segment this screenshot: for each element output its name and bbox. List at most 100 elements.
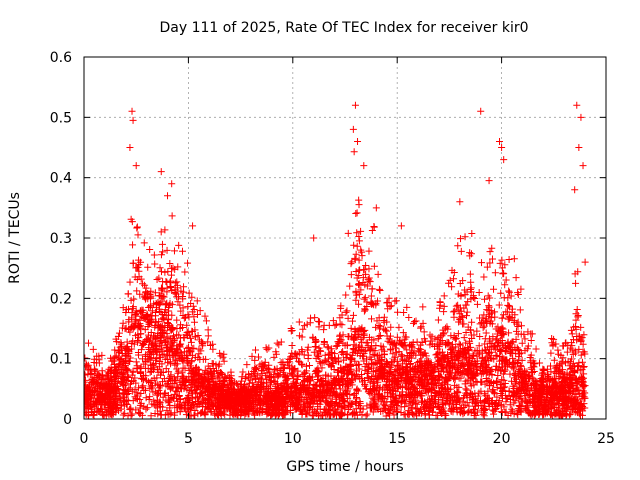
data-point bbox=[354, 280, 362, 288]
data-point bbox=[163, 278, 171, 286]
data-point bbox=[98, 351, 106, 359]
data-point bbox=[304, 351, 312, 359]
data-point bbox=[315, 347, 323, 355]
data-point bbox=[142, 405, 150, 413]
data-point bbox=[467, 278, 475, 286]
data-point bbox=[463, 308, 471, 316]
data-point bbox=[368, 227, 376, 235]
data-point bbox=[128, 218, 136, 226]
data-point bbox=[481, 295, 489, 303]
data-point bbox=[175, 241, 183, 249]
data-point bbox=[368, 285, 376, 293]
data-point bbox=[339, 347, 347, 355]
data-point bbox=[352, 209, 360, 217]
data-point bbox=[365, 274, 373, 282]
data-point bbox=[157, 268, 165, 276]
data-point bbox=[160, 390, 168, 398]
data-point bbox=[307, 314, 315, 322]
data-point bbox=[157, 411, 165, 419]
data-point bbox=[471, 295, 479, 303]
data-point bbox=[403, 303, 411, 311]
data-point bbox=[166, 410, 174, 418]
data-point bbox=[133, 287, 141, 295]
data-point bbox=[139, 382, 147, 390]
data-point bbox=[518, 339, 526, 347]
data-point bbox=[288, 341, 296, 349]
data-points bbox=[84, 101, 589, 419]
data-point bbox=[127, 404, 135, 412]
data-point bbox=[410, 318, 418, 326]
data-point bbox=[377, 342, 385, 350]
data-point bbox=[445, 373, 453, 381]
data-point bbox=[133, 224, 141, 232]
data-point bbox=[163, 246, 171, 254]
data-point bbox=[295, 318, 303, 326]
data-point bbox=[166, 260, 174, 268]
chart-title: Day 111 of 2025, Rate Of TEC Index for r… bbox=[159, 20, 528, 36]
data-point bbox=[357, 227, 365, 235]
data-point bbox=[361, 294, 369, 302]
data-point bbox=[320, 321, 328, 329]
data-point bbox=[143, 404, 151, 412]
data-point bbox=[220, 350, 228, 358]
data-point bbox=[156, 264, 164, 272]
data-point bbox=[403, 346, 411, 354]
data-point bbox=[352, 250, 360, 258]
data-point bbox=[482, 329, 490, 337]
data-point bbox=[572, 279, 580, 287]
data-point bbox=[395, 323, 403, 331]
data-point bbox=[89, 345, 97, 353]
data-point bbox=[420, 335, 428, 343]
data-point bbox=[162, 278, 170, 286]
data-point bbox=[367, 292, 375, 300]
data-point bbox=[566, 411, 574, 419]
data-point bbox=[363, 410, 371, 418]
data-point bbox=[347, 355, 355, 363]
data-point bbox=[505, 329, 513, 337]
data-point bbox=[331, 322, 339, 330]
data-point bbox=[532, 345, 540, 353]
data-point bbox=[201, 312, 209, 320]
data-point bbox=[190, 318, 198, 326]
data-point bbox=[514, 289, 522, 297]
data-point bbox=[388, 361, 396, 369]
data-point bbox=[504, 301, 512, 309]
data-point bbox=[578, 358, 586, 366]
data-point bbox=[346, 282, 354, 290]
data-point bbox=[567, 326, 575, 334]
data-point bbox=[310, 348, 318, 356]
data-point bbox=[147, 412, 155, 419]
data-point bbox=[349, 311, 357, 319]
data-point bbox=[252, 346, 260, 354]
data-point bbox=[172, 387, 180, 395]
data-point bbox=[115, 329, 123, 337]
data-point bbox=[254, 353, 262, 361]
data-point bbox=[505, 288, 513, 296]
data-point bbox=[450, 275, 458, 283]
data-point bbox=[84, 354, 89, 362]
data-point bbox=[536, 359, 544, 367]
data-point bbox=[394, 308, 402, 316]
data-point bbox=[118, 349, 126, 357]
data-point bbox=[498, 256, 506, 264]
data-point bbox=[361, 306, 369, 314]
data-point bbox=[144, 263, 152, 271]
data-point bbox=[486, 248, 494, 256]
data-point bbox=[419, 303, 427, 311]
data-point bbox=[508, 338, 516, 346]
data-point bbox=[448, 283, 456, 291]
data-point bbox=[409, 410, 417, 418]
data-point bbox=[84, 339, 92, 347]
data-point bbox=[500, 294, 508, 302]
data-point bbox=[173, 324, 181, 332]
data-point bbox=[499, 269, 507, 277]
data-point bbox=[362, 261, 370, 269]
data-point bbox=[350, 241, 358, 249]
data-point bbox=[420, 328, 428, 336]
data-point bbox=[468, 229, 476, 237]
data-point bbox=[574, 313, 582, 321]
data-point bbox=[457, 235, 465, 243]
data-point bbox=[517, 322, 525, 330]
data-point bbox=[352, 287, 360, 295]
